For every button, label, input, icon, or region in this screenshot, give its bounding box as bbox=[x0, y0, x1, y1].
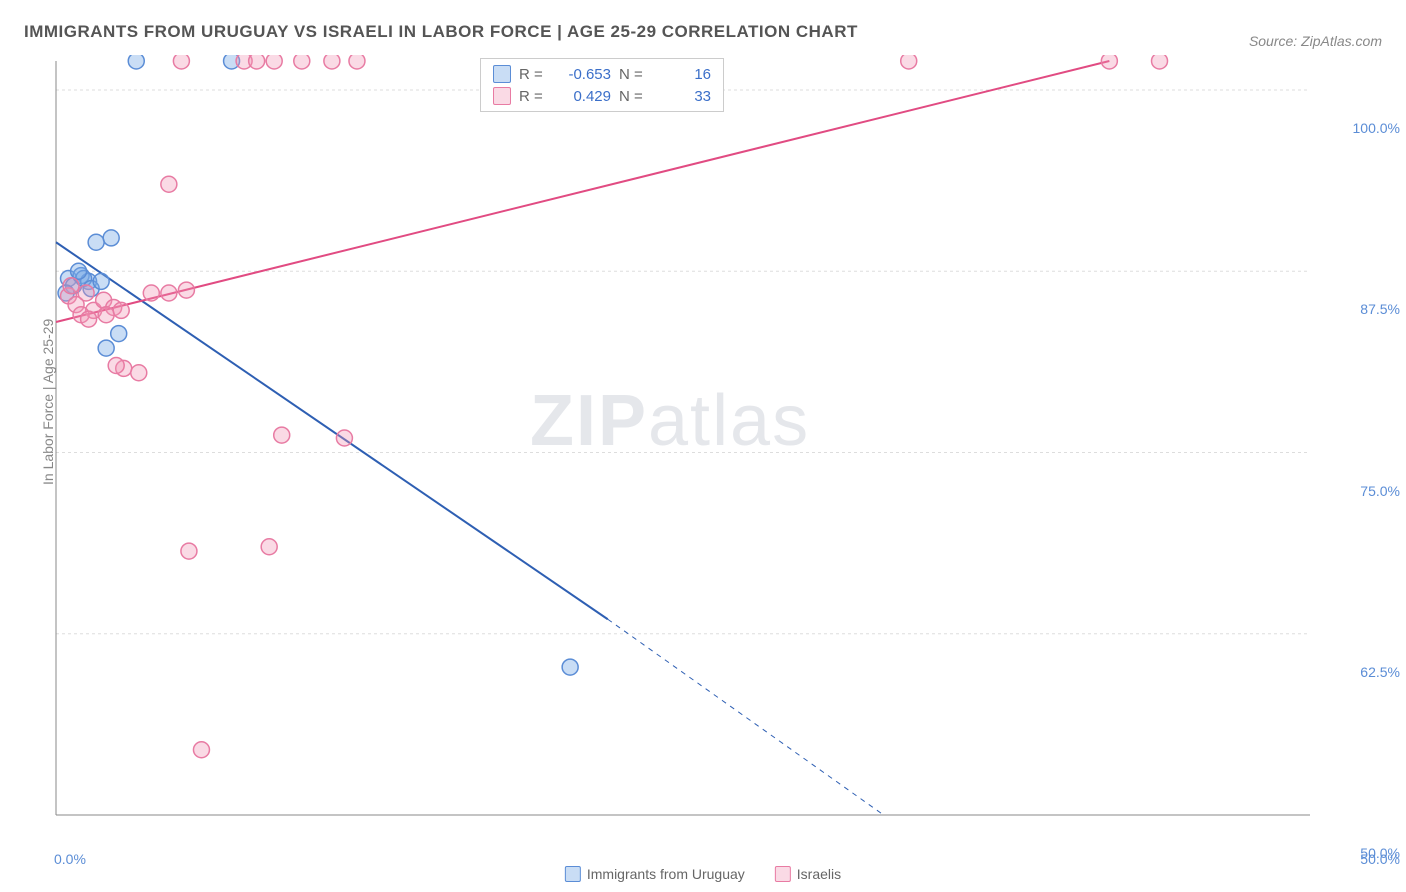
r-label: R = bbox=[519, 88, 547, 105]
n-value-series2: 33 bbox=[655, 88, 711, 105]
legend-swatch-series2 bbox=[775, 866, 791, 882]
n-label: N = bbox=[619, 88, 647, 105]
chart-title: IMMIGRANTS FROM URUGUAY VS ISRAELI IN LA… bbox=[24, 22, 858, 42]
n-label: N = bbox=[619, 66, 647, 83]
y-tick-label: 62.5% bbox=[1340, 664, 1400, 680]
y-tick-label: 75.0% bbox=[1340, 483, 1400, 499]
y-tick-label: 87.5% bbox=[1340, 301, 1400, 317]
plot-svg bbox=[50, 55, 1370, 845]
y-tick-label: 50.0% bbox=[1340, 845, 1400, 861]
swatch-series1 bbox=[493, 65, 511, 83]
source-citation: Source: ZipAtlas.com bbox=[1249, 33, 1382, 49]
y-axis-label: In Labor Force | Age 25-29 bbox=[40, 319, 56, 485]
legend-item-series2: Israelis bbox=[775, 866, 841, 882]
r-value-series1: -0.653 bbox=[555, 66, 611, 83]
correlation-stats-box: R = -0.653 N = 16 R = 0.429 N = 33 bbox=[480, 58, 724, 112]
legend: Immigrants from Uruguay Israelis bbox=[565, 866, 841, 882]
legend-label-series2: Israelis bbox=[797, 866, 841, 882]
scatter-plot: In Labor Force | Age 25-29 0.0% 50.0% 50… bbox=[50, 55, 1370, 845]
n-value-series1: 16 bbox=[655, 66, 711, 83]
r-label: R = bbox=[519, 66, 547, 83]
y-tick-label: 100.0% bbox=[1340, 120, 1400, 136]
stats-row-series2: R = 0.429 N = 33 bbox=[493, 85, 711, 107]
legend-swatch-series1 bbox=[565, 866, 581, 882]
legend-label-series1: Immigrants from Uruguay bbox=[587, 866, 745, 882]
stats-row-series1: R = -0.653 N = 16 bbox=[493, 63, 711, 85]
x-tick-min: 0.0% bbox=[54, 851, 86, 867]
r-value-series2: 0.429 bbox=[555, 88, 611, 105]
legend-item-series1: Immigrants from Uruguay bbox=[565, 866, 745, 882]
swatch-series2 bbox=[493, 87, 511, 105]
